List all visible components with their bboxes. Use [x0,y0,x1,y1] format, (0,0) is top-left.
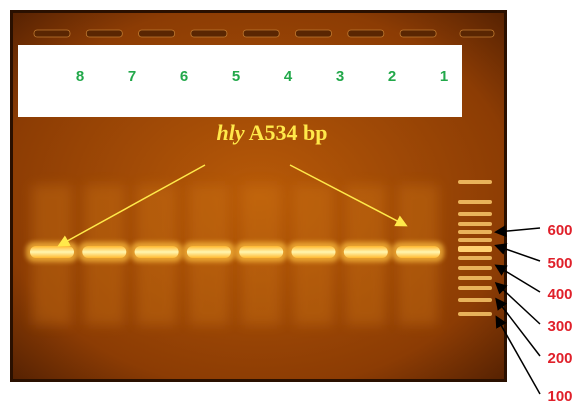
well [86,30,122,37]
ladder-band [458,200,492,204]
band [396,246,440,258]
lane-number: 5 [232,68,240,85]
ladder-band [458,276,492,280]
band [292,246,336,258]
ladder-band [458,286,492,290]
ladder-band [458,312,492,316]
well [348,30,384,37]
ladder-band [458,212,492,216]
band [82,246,126,258]
lane-number: 7 [128,68,136,85]
gel-figure: 8 7 6 5 4 3 2 1 hlyA534 bp 600 500 400 300 200 100 [0,0,587,403]
ladder-label: 500 [547,255,572,272]
ladder-band [458,256,492,260]
gene-name: hly [217,120,245,145]
lane-number: 2 [388,68,396,85]
lane-number: 8 [76,68,84,85]
ladder-band [458,266,492,270]
ladder-label: 600 [547,222,572,239]
wells [34,30,494,37]
ladder-labels: 600 500 400 300 200 100 [497,222,573,403]
lane-number: 4 [284,68,293,85]
ladder-label: 300 [547,318,572,335]
ladder-band [458,180,492,184]
ladder-band [458,238,492,242]
ladder-band [458,222,492,226]
ladder-band [458,246,492,252]
band [135,246,179,258]
lane-number: 3 [336,68,344,85]
band-size: A534 bp [249,120,328,145]
well [243,30,279,37]
well [191,30,227,37]
lane-number: 6 [180,68,188,85]
lane-number: 1 [440,68,448,85]
well [296,30,332,37]
band [239,246,283,258]
well [460,30,494,37]
well [139,30,175,37]
band [187,246,231,258]
ladder-band [458,298,492,302]
ladder-label: 200 [547,350,572,367]
band [344,246,388,258]
well [34,30,70,37]
ladder-band [458,230,492,234]
band [30,246,74,258]
well [400,30,436,37]
ladder-label: 400 [547,286,572,303]
ladder-label: 100 [547,388,572,403]
